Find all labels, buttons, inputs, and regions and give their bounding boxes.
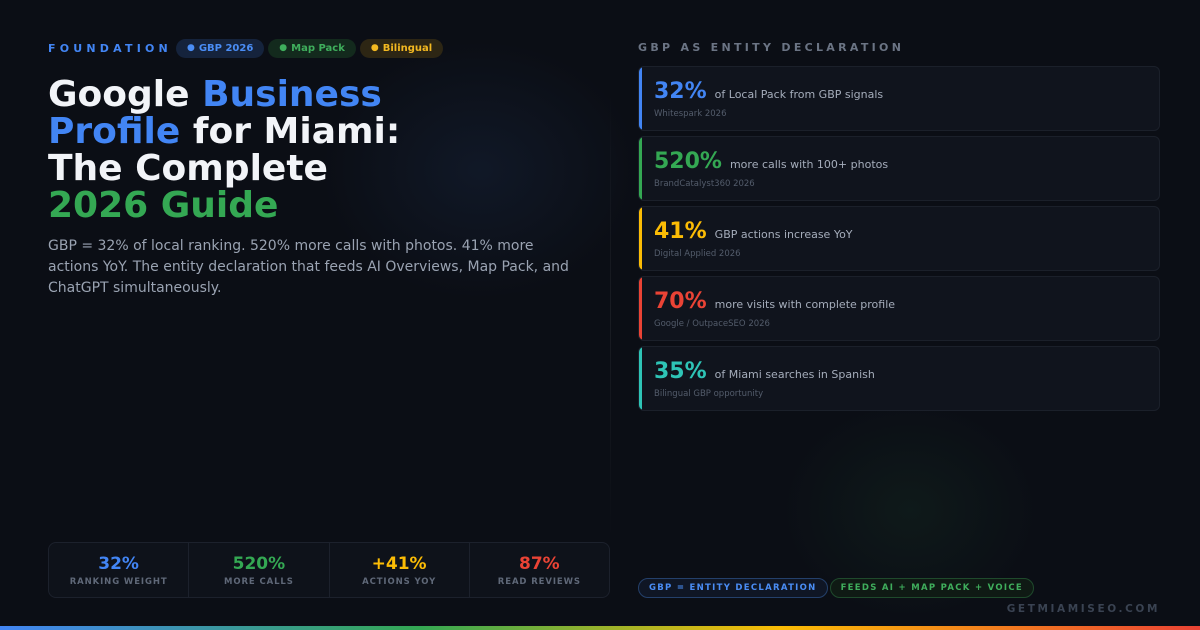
stat-value: 87% xyxy=(519,553,560,574)
stat-read-reviews: 87% READ REVIEWS xyxy=(470,543,609,597)
stat-actions-yoy: +41% ACTIONS YOY xyxy=(330,543,470,597)
dot-icon: ● xyxy=(186,43,195,53)
description: GBP = 32% of local ranking. 520% more ca… xyxy=(48,238,569,296)
card-text: GBP actions increase YoY xyxy=(714,228,853,241)
card-value: 41% xyxy=(654,219,707,244)
stat-value: 520% xyxy=(232,553,286,574)
tag-entity-declaration: GBP = ENTITY DECLARATION xyxy=(638,578,828,598)
card-source: BrandCatalyst360 2026 xyxy=(654,179,755,189)
card-value: 520% xyxy=(654,149,722,174)
card-text: more visits with complete profile xyxy=(714,298,896,311)
accent-bar xyxy=(639,137,642,200)
card-value: 35% xyxy=(654,359,707,384)
stat-card: 520% more calls with 100+ photos BrandCa… xyxy=(638,136,1160,201)
dot-icon: ● xyxy=(370,43,379,53)
title-part-business: Business xyxy=(202,74,382,115)
accent-bar xyxy=(639,207,642,270)
card-main: 520% more calls with 100+ photos xyxy=(654,149,888,175)
pill-bilingual: ● Bilingual xyxy=(359,39,444,58)
stat-label: MORE CALLS xyxy=(223,576,294,587)
card-value: 70% xyxy=(654,289,707,314)
pill-label: GBP 2026 xyxy=(198,43,254,54)
card-text: of Local Pack from GBP signals xyxy=(714,88,884,101)
card-source: Google / OutpaceSEO 2026 xyxy=(654,319,770,329)
background-glow-left xyxy=(320,40,640,300)
title-part-for-miami: for Miami: xyxy=(180,111,401,152)
pill-label: Map Pack xyxy=(291,43,345,54)
header-row: FOUNDATION ● GBP 2026 ● Map Pack ● Bilin… xyxy=(48,39,444,58)
column-divider xyxy=(610,90,611,540)
bottom-gradient-strip xyxy=(0,626,1200,630)
title-part-google: Google xyxy=(48,74,203,115)
stat-card: 35% of Miami searches in Spanish Bilingu… xyxy=(638,346,1160,411)
card-main: 41% GBP actions increase YoY xyxy=(654,219,853,245)
footer-domain: GETMIAMISEO.COM xyxy=(1006,603,1160,615)
card-source: Digital Applied 2026 xyxy=(654,249,741,259)
stat-card: 41% GBP actions increase YoY Digital App… xyxy=(638,206,1160,271)
pill-map-pack: ● Map Pack xyxy=(268,39,356,58)
card-source: Whitespark 2026 xyxy=(654,109,727,119)
pill-label: Bilingual xyxy=(382,43,433,54)
page-title: Google Business Profile for Miami: The C… xyxy=(48,76,588,224)
card-main: 32% of Local Pack from GBP signals xyxy=(654,79,883,105)
accent-bar xyxy=(639,67,642,130)
card-text: more calls with 100+ photos xyxy=(729,158,889,171)
stats-bar: 32% RANKING WEIGHT 520% MORE CALLS +41% … xyxy=(48,542,610,598)
stat-more-calls: 520% MORE CALLS xyxy=(189,543,330,597)
stat-ranking-weight: 32% RANKING WEIGHT xyxy=(49,543,190,597)
pill-gbp-2026: ● GBP 2026 xyxy=(175,39,265,58)
stat-card: 32% of Local Pack from GBP signals White… xyxy=(638,66,1160,131)
tag-row: GBP = ENTITY DECLARATION FEEDS AI + MAP … xyxy=(638,578,1034,598)
stat-value: 32% xyxy=(98,553,139,574)
card-source: Bilingual GBP opportunity xyxy=(654,389,764,399)
stat-label: READ REVIEWS xyxy=(497,576,581,587)
accent-bar xyxy=(639,277,642,340)
card-main: 70% more visits with complete profile xyxy=(654,289,895,315)
card-main: 35% of Miami searches in Spanish xyxy=(654,359,875,385)
card-value: 32% xyxy=(654,79,707,104)
stat-card: 70% more visits with complete profile Go… xyxy=(638,276,1160,341)
title-part-profile: Profile xyxy=(48,111,181,152)
dot-icon: ● xyxy=(279,43,288,53)
stat-cards: 32% of Local Pack from GBP signals White… xyxy=(638,66,1160,416)
accent-bar xyxy=(639,347,642,410)
tag-feeds-ai: FEEDS AI + MAP PACK + VOICE xyxy=(829,578,1034,598)
stat-label: ACTIONS YOY xyxy=(362,576,437,587)
stat-value: +41% xyxy=(371,553,427,574)
kicker-label: FOUNDATION xyxy=(48,42,172,55)
stat-label: RANKING WEIGHT xyxy=(69,576,168,587)
title-part-guide: 2026 Guide xyxy=(48,185,279,226)
section-title: GBP AS ENTITY DECLARATION xyxy=(638,41,905,54)
title-part-complete: The Complete xyxy=(48,148,328,189)
card-text: of Miami searches in Spanish xyxy=(714,368,875,381)
